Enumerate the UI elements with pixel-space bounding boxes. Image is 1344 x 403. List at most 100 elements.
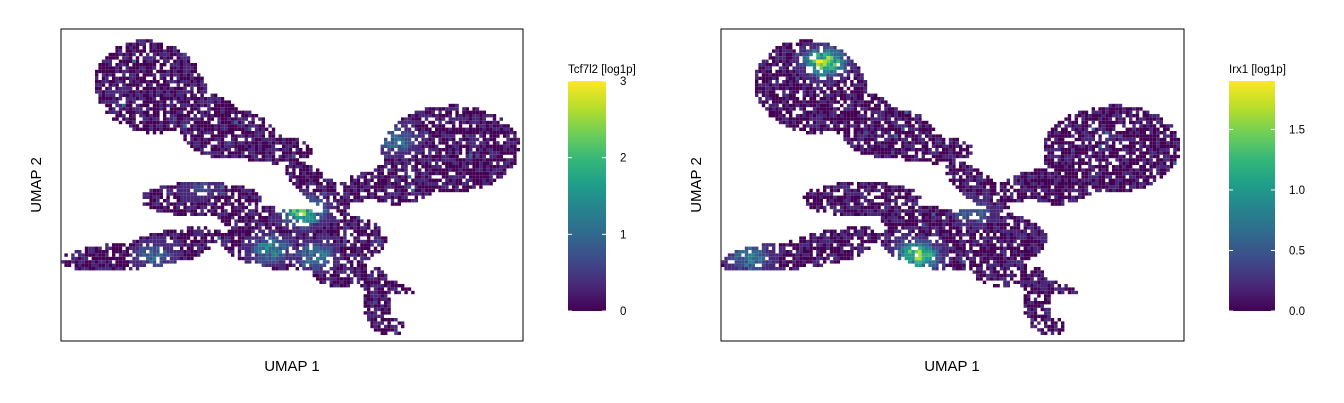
hex-cell: [959, 151, 963, 155]
hex-cell: [469, 175, 473, 179]
hex-cell: [799, 63, 803, 67]
hex-cell: [394, 154, 398, 159]
hex-cell: [1156, 141, 1160, 145]
hex-cell: [492, 165, 497, 169]
hex-cell: [795, 117, 800, 121]
hex-cell: [339, 182, 344, 186]
hex-cell: [356, 280, 361, 284]
hex-cell: [397, 144, 401, 148]
hex-cell: [411, 192, 415, 196]
hex-cell: [1108, 151, 1112, 155]
hex-cell: [326, 270, 330, 274]
hex-cell: [486, 168, 490, 172]
hex-cell: [173, 90, 177, 94]
hex-cell: [299, 216, 303, 220]
hex-cell: [1118, 137, 1123, 142]
hex-cell: [421, 161, 425, 165]
hex-cell: [203, 202, 208, 206]
hex-cell: [346, 246, 350, 250]
hex-cell: [132, 90, 136, 94]
hex-cell: [220, 103, 225, 108]
hex-cell: [265, 256, 269, 261]
hex-cell: [407, 175, 412, 179]
hex-cell: [169, 73, 174, 77]
hex-cell: [816, 52, 820, 57]
hex-cell: [231, 141, 235, 145]
hex-cell: [407, 120, 412, 125]
hex-cell: [237, 246, 242, 250]
hex-cell: [186, 246, 191, 250]
hex-cell: [197, 144, 201, 148]
hex-cell: [373, 287, 378, 291]
hex-cell: [183, 239, 187, 244]
hex-cell: [1037, 171, 1041, 176]
hex-cell: [292, 243, 296, 247]
hex-cell: [333, 195, 337, 199]
hex-cell: [1146, 168, 1150, 172]
hex-cell: [1149, 134, 1153, 138]
hex-cell: [819, 90, 823, 94]
hex-cell: [288, 178, 293, 182]
hex-cell: [772, 93, 776, 97]
hex-cell: [373, 307, 378, 312]
hex-cell: [789, 80, 793, 84]
hex-cell: [173, 107, 177, 111]
hex-cell: [237, 216, 242, 220]
hex-cell: [509, 165, 514, 169]
hex-cell: [782, 83, 786, 87]
hex-cell: [452, 161, 456, 165]
hex-cell: [333, 188, 337, 193]
hex-cell: [380, 168, 384, 172]
hex-cell: [210, 182, 214, 186]
hex-cell: [1095, 151, 1099, 155]
hex-cell: [441, 188, 446, 193]
hex-cell: [292, 154, 296, 159]
hex-cell: [326, 236, 330, 240]
hex-cell: [346, 273, 350, 278]
hex-cell: [1050, 144, 1055, 148]
hex-cell: [846, 124, 851, 128]
hex-cell: [384, 294, 388, 298]
hex-cell: [302, 192, 306, 196]
hex-cell: [343, 205, 347, 210]
hex-cell: [336, 284, 340, 288]
hex-cell: [268, 226, 272, 230]
hex-cell: [411, 144, 415, 148]
hex-cell: [122, 56, 126, 60]
hex-cell: [220, 216, 225, 220]
hex-cell: [231, 188, 235, 193]
x-axis-label: UMAP 1: [264, 358, 320, 375]
hex-cell: [404, 120, 408, 125]
hex-cell: [1078, 114, 1082, 118]
hex-cell: [1084, 151, 1089, 155]
hex-cell: [857, 69, 861, 74]
hex-cell: [163, 127, 167, 131]
hex-cell: [149, 46, 153, 50]
hex-cell: [1163, 168, 1167, 172]
hex-cell: [193, 103, 197, 108]
hex-cell: [441, 114, 446, 118]
hex-cell: [826, 52, 830, 57]
hex-cell: [343, 216, 347, 220]
hex-cell: [377, 304, 381, 308]
hex-cell: [173, 243, 177, 247]
hex-cell: [241, 117, 245, 121]
hex-cell: [465, 120, 469, 125]
hex-cell: [802, 59, 806, 63]
hex-cell: [938, 141, 942, 145]
hex-cell: [1101, 141, 1106, 145]
hex-cell: [210, 131, 214, 135]
hex-cell: [1125, 158, 1129, 162]
hex-cell: [465, 127, 469, 131]
hex-cell: [183, 100, 187, 104]
hex-cell: [829, 86, 834, 91]
hex-cell: [98, 69, 102, 74]
hex-cell: [244, 124, 248, 128]
hex-cell: [445, 110, 449, 114]
hex-cell: [1095, 117, 1099, 121]
hex-cell: [333, 256, 337, 261]
hex-cell: [884, 144, 888, 148]
hex-cell: [173, 63, 177, 67]
hex-cell: [95, 90, 99, 94]
hex-cell: [513, 144, 517, 148]
